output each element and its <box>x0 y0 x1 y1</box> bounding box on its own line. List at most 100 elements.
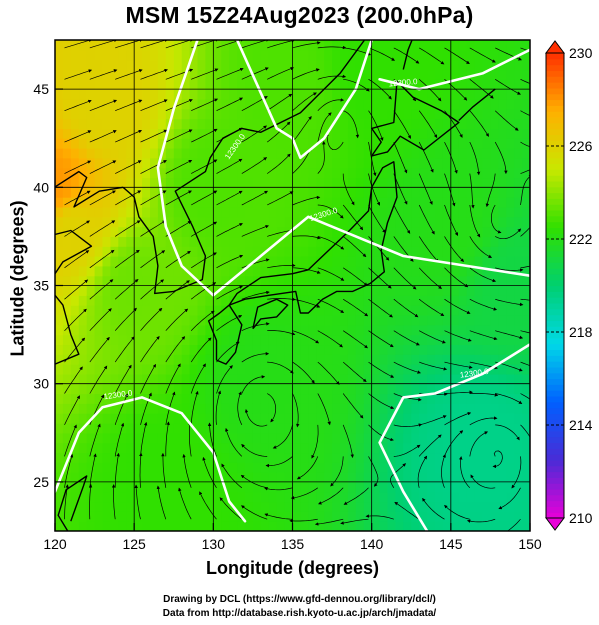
streamline-240 <box>422 497 445 520</box>
streamline-136 <box>267 263 296 269</box>
colorbar: 210 214 218 222 226 230 <box>545 40 593 531</box>
colorbar-frame <box>545 52 565 519</box>
streamline-56 <box>140 250 166 269</box>
streamline-5 <box>64 337 86 363</box>
streamline-271 <box>469 47 496 63</box>
streamline-195 <box>368 424 394 442</box>
streamline-40 <box>114 249 140 269</box>
streamline-51 <box>140 392 152 425</box>
streamline-101 <box>216 341 240 363</box>
streamline-85 <box>190 337 212 363</box>
streamline-133 <box>267 361 294 374</box>
streamline-226 <box>418 434 442 457</box>
streamline-268 <box>469 141 481 176</box>
streamline-38 <box>114 307 137 331</box>
streamline-138 <box>267 191 294 206</box>
streamline-130 <box>241 443 268 457</box>
streamline-196 <box>368 393 395 410</box>
streamline-199 <box>368 298 393 318</box>
streamline-140 <box>266 121 291 143</box>
streamline-285 <box>494 110 519 131</box>
x-tick-label-125: 125 <box>122 536 146 552</box>
streamline-270 <box>469 79 494 99</box>
streamline-227 <box>419 415 447 426</box>
streamline-76 <box>165 129 193 143</box>
streamline-262 <box>469 330 498 341</box>
streamline-260 <box>469 393 499 397</box>
chart-title: MSM 15Z24Aug2023 (200.0hPa) <box>125 2 474 28</box>
streamline-276 <box>495 393 523 404</box>
streamline-118 <box>241 322 270 332</box>
streamline-120 <box>241 258 270 269</box>
streamline-28 <box>89 130 117 143</box>
streamline-88 <box>191 252 217 269</box>
streamline-139 <box>266 153 291 174</box>
streamline-36 <box>114 364 132 394</box>
streamline-63 <box>140 40 169 49</box>
x-tick-label-140: 140 <box>360 536 384 552</box>
streamline-8 <box>64 250 90 269</box>
coastline-7 <box>402 40 413 70</box>
streamline-144 <box>264 513 293 520</box>
colorbar-min-arrow <box>545 517 565 531</box>
streamline-274 <box>492 450 503 469</box>
streamline-107 <box>216 158 243 174</box>
streamline-152 <box>292 267 321 274</box>
streamline-197 <box>368 361 395 378</box>
streamline-263 <box>469 298 498 311</box>
streamline-193 <box>343 487 369 505</box>
streamline-24 <box>89 249 115 269</box>
streamline-242 <box>444 430 464 457</box>
contour-line-0 <box>55 396 247 523</box>
y-axis-ticks: 25 30 35 40 45 <box>33 81 63 490</box>
streamline-215 <box>393 298 419 318</box>
streamline-265 <box>469 236 493 258</box>
x-tick-label-145: 145 <box>439 536 463 552</box>
streamline-303 <box>520 47 530 52</box>
streamline-171 <box>317 140 326 174</box>
streamline-207 <box>368 47 396 61</box>
streamline-145 <box>264 487 293 491</box>
streamline-223 <box>393 47 420 64</box>
streamline-168 <box>317 267 345 281</box>
streamline-69 <box>165 336 186 363</box>
coastline-2 <box>122 40 366 295</box>
streamline-256 <box>444 504 470 520</box>
streamline-181 <box>342 361 367 383</box>
streamline-142 <box>267 67 295 80</box>
streamline-91 <box>191 159 218 174</box>
streamline-159 <box>292 41 321 49</box>
streamline-187 <box>342 173 355 206</box>
streamline-54 <box>140 307 163 331</box>
streamline-89 <box>191 221 218 237</box>
streamline-128 <box>241 505 268 520</box>
y-tick-label-40: 40 <box>33 179 49 195</box>
streamline-297 <box>520 226 530 237</box>
streamline-192 <box>340 518 369 525</box>
y-tick-label-25: 25 <box>33 474 49 490</box>
coastline-4 <box>252 298 289 330</box>
streamline-9 <box>64 220 90 237</box>
streamline-295 <box>520 298 530 301</box>
x-axis-label: Longitude (degrees) <box>205 558 379 578</box>
streamline-275 <box>495 424 520 441</box>
streamline-288 <box>507 518 521 531</box>
streamline-60 <box>140 129 168 143</box>
streamline-53 <box>140 335 160 363</box>
streamline-92 <box>191 128 218 143</box>
streamline-208 <box>365 514 394 520</box>
streamline-299 <box>520 169 530 174</box>
streamline-50 <box>140 421 148 457</box>
streamline-149 <box>292 361 315 384</box>
streamline-122 <box>241 190 269 206</box>
streamline-272 <box>466 518 496 523</box>
streamline-23 <box>89 279 114 300</box>
streamline-177 <box>318 487 344 505</box>
streamline-154 <box>292 195 321 206</box>
streamline-42 <box>115 190 142 206</box>
streamline-296 <box>520 265 530 269</box>
streamline-147 <box>272 424 293 449</box>
streamline-32 <box>111 484 116 520</box>
y-tick-label-35: 35 <box>33 278 49 294</box>
y-tick-label-45: 45 <box>33 81 49 97</box>
